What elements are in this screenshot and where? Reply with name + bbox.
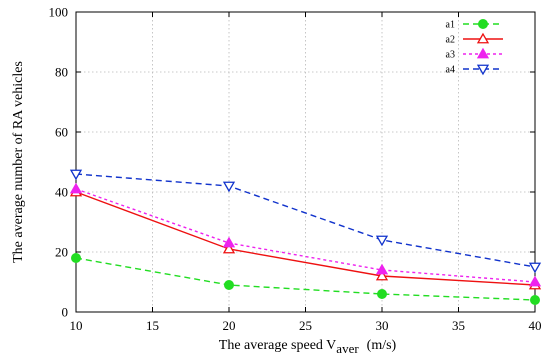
legend-marker (476, 32, 490, 44)
data-point-a1 (224, 280, 234, 290)
series-line-a1 (75, 257, 536, 301)
legend-marker (476, 64, 490, 76)
y-tick-label: 40 (55, 185, 68, 200)
legend-item-a3: a3 (446, 47, 503, 61)
data-point-a1 (377, 289, 387, 299)
x-axis-title-subscript: aver (336, 341, 359, 356)
legend-item-a2: a2 (446, 32, 503, 46)
y-tick-label: 80 (55, 65, 68, 80)
series-line-a2 (75, 191, 536, 286)
y-tick-label: 0 (62, 305, 69, 320)
x-tick-label: 25 (299, 318, 312, 333)
legend-label: a1 (446, 20, 455, 31)
grid (76, 12, 535, 312)
legend-item-a1: a1 (446, 19, 503, 31)
x-tick-label: 20 (223, 318, 236, 333)
x-tick-label: 35 (452, 318, 465, 333)
data-point-a4 (222, 181, 236, 193)
x-tick-label: 30 (376, 318, 389, 333)
axis-ticks: 10 15 20 25 30 35 40 0 20 40 60 80 100 (49, 5, 542, 334)
data-point-a3 (528, 275, 542, 287)
x-tick-label: 10 (70, 318, 83, 333)
y-tick-label: 100 (49, 5, 69, 20)
data-point-a4 (375, 235, 389, 247)
legend-label: a4 (446, 65, 455, 76)
data-point-a3 (375, 263, 389, 275)
data-point-a3 (69, 182, 83, 194)
series-a1 (71, 253, 540, 305)
data-point-a1 (71, 253, 81, 263)
x-tick-label: 15 (146, 318, 159, 333)
data-point-a2 (375, 269, 389, 281)
legend-label: a2 (446, 35, 455, 46)
legend-item-a4: a4 (446, 65, 503, 76)
x-tick-label: 40 (529, 318, 542, 333)
data-point-a3 (222, 236, 236, 248)
legend-marker (476, 47, 490, 59)
x-axis-title-unit: (m/s) (367, 338, 397, 353)
y-tick-label: 60 (55, 125, 68, 140)
series-line-a4 (75, 173, 536, 268)
legend-marker (478, 19, 488, 29)
x-axis-title: The average speed Vaver (m/s) (219, 338, 397, 356)
data-point-a4 (528, 262, 542, 274)
series-layer (69, 169, 542, 305)
data-point-a2 (222, 242, 236, 254)
legend-label: a3 (446, 50, 455, 61)
series-a4 (69, 169, 542, 274)
data-point-a1 (530, 295, 540, 305)
y-tick-label: 20 (55, 245, 68, 260)
data-point-a4 (69, 169, 83, 181)
series-a3 (69, 182, 542, 287)
x-axis-title-main: The average speed V (219, 338, 337, 353)
y-axis-title: The average number of RA vehicles (11, 61, 26, 263)
legend: a1 a2 a3 a4 (446, 19, 503, 76)
